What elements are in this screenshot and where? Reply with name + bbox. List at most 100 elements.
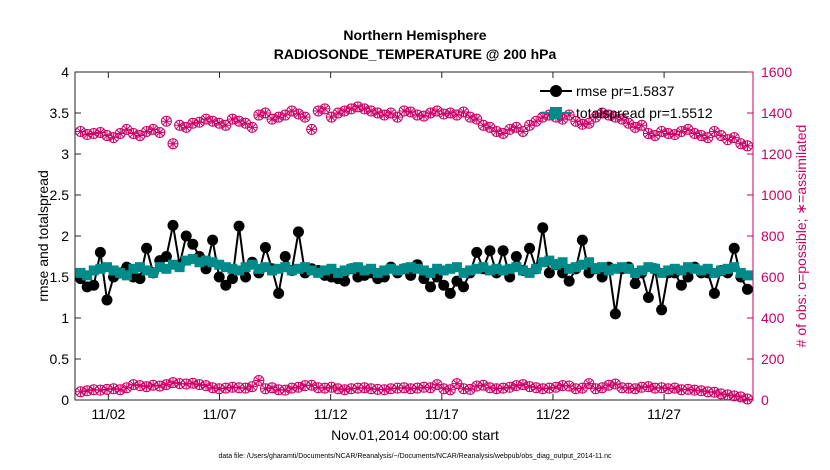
totalspread-point — [405, 262, 416, 273]
totalspread-point — [557, 257, 568, 268]
obs-assimilated-point — [544, 383, 555, 394]
obs-assimilated-point — [425, 382, 436, 393]
y-axis-label-right: # of obs: o=possible; ∗=assimilated — [793, 125, 809, 348]
totalspread-point — [696, 265, 707, 276]
obs-assimilated-point — [531, 382, 542, 393]
obs-assimilated-point — [366, 105, 377, 116]
totalspread-point — [537, 257, 548, 268]
totalspread-point — [247, 259, 258, 270]
rmse-point — [609, 308, 621, 320]
obs-assimilated-point — [465, 384, 476, 395]
totalspread-point — [438, 265, 449, 276]
rmse-point — [259, 241, 271, 253]
obs-assimilated-point — [623, 118, 634, 129]
totalspread-point — [465, 265, 476, 276]
obs-assimilated-point — [273, 112, 284, 123]
obs-assimilated-point — [405, 383, 416, 394]
obs-assimilated-point — [557, 380, 568, 391]
obs-assimilated-point — [636, 382, 647, 393]
rmse-point — [88, 279, 100, 291]
obs-assimilated-point — [148, 380, 159, 391]
obs-assimilated-point — [88, 384, 99, 395]
obs-assimilated-point — [702, 132, 713, 143]
obs-assimilated-point — [425, 108, 436, 118]
obs-assimilated-point — [319, 383, 330, 394]
y-tick-label-left: 0 — [61, 392, 69, 408]
obs-assimilated-point — [220, 383, 231, 394]
obs-assimilated-point — [108, 132, 119, 143]
obs-assimilated-point — [260, 383, 271, 394]
totalspread-point — [623, 263, 634, 274]
series-layer — [75, 101, 753, 405]
obs-assimilated-point — [603, 380, 614, 391]
totalspread-point — [583, 257, 594, 268]
rmse-point — [339, 275, 351, 287]
totalspread-point — [313, 267, 324, 278]
obs-assimilated-point — [280, 385, 291, 396]
y-tick-label-left: 4 — [61, 64, 69, 80]
totalspread-point — [385, 263, 396, 274]
y-tick-label-left: 0.5 — [50, 351, 70, 367]
obs-assimilated-point — [300, 112, 311, 123]
totalspread-point — [445, 263, 456, 274]
obs-assimilated-point — [722, 134, 733, 145]
y-tick-label-left: 3 — [61, 146, 69, 162]
rmse-point — [510, 251, 522, 262]
obs-assimilated-point — [313, 382, 324, 393]
obs-assimilated-point — [300, 380, 311, 391]
obs-assimilated-point — [306, 380, 317, 391]
obs-assimilated-point — [95, 127, 106, 138]
obs-assimilated-point — [379, 384, 390, 395]
totalspread-point — [379, 265, 390, 276]
rmse-point — [458, 281, 470, 293]
totalspread-point — [590, 263, 601, 274]
totalspread-point — [669, 263, 680, 274]
totalspread-point — [220, 262, 231, 273]
obs-assimilated-point — [445, 108, 456, 118]
obs-assimilated-point — [201, 114, 212, 125]
obs-assimilated-point — [643, 381, 654, 392]
totalspread-point — [471, 263, 482, 274]
totalspread-point — [134, 262, 145, 273]
totalspread-point — [319, 265, 330, 276]
obs-assimilated-point — [379, 110, 390, 121]
obs-assimilated-point — [82, 385, 93, 396]
totalspread-point — [610, 263, 621, 274]
obs-assimilated-point — [438, 109, 449, 120]
obs-assimilated-point — [128, 128, 139, 139]
rmse-point — [141, 242, 153, 254]
totalspread-point — [564, 263, 575, 274]
totalspread-point — [108, 265, 119, 276]
totalspread-point — [128, 263, 139, 274]
obs-assimilated-point — [577, 383, 588, 394]
obs-assimilated-point — [207, 382, 218, 393]
obs-assimilated-point — [511, 380, 522, 391]
obs-assimilated-point — [141, 126, 152, 137]
x-tick-label: 11/17 — [425, 406, 459, 422]
obs-assimilated-point — [676, 384, 687, 395]
rmse-point — [576, 234, 588, 246]
obs-assimilated-point — [663, 383, 674, 394]
obs-assimilated-point — [656, 126, 667, 137]
obs-assimilated-point — [121, 382, 132, 393]
totalspread-point — [630, 267, 641, 278]
y-tick-label-right: 0 — [761, 392, 769, 408]
obs-assimilated-point — [471, 381, 482, 392]
obs-assimilated-point — [392, 383, 403, 394]
rmse-point — [484, 245, 496, 257]
totalspread-point — [636, 265, 647, 276]
totalspread-point — [280, 262, 291, 273]
obs-assimilated-point — [359, 103, 370, 114]
obs-assimilated-point — [214, 383, 225, 394]
obs-assimilated-point — [286, 383, 297, 394]
totalspread-point — [412, 263, 423, 274]
y-tick-label-left: 1.5 — [50, 269, 70, 285]
totalspread-point — [227, 263, 238, 274]
totalspread-point — [418, 265, 429, 276]
obs-assimilated-point — [405, 106, 416, 117]
obs-assimilated-point — [418, 382, 429, 393]
obs-assimilated-point — [451, 110, 462, 121]
obs-assimilated-point — [399, 382, 410, 393]
obs-assimilated-point — [101, 130, 112, 141]
totalspread-point — [372, 267, 383, 278]
